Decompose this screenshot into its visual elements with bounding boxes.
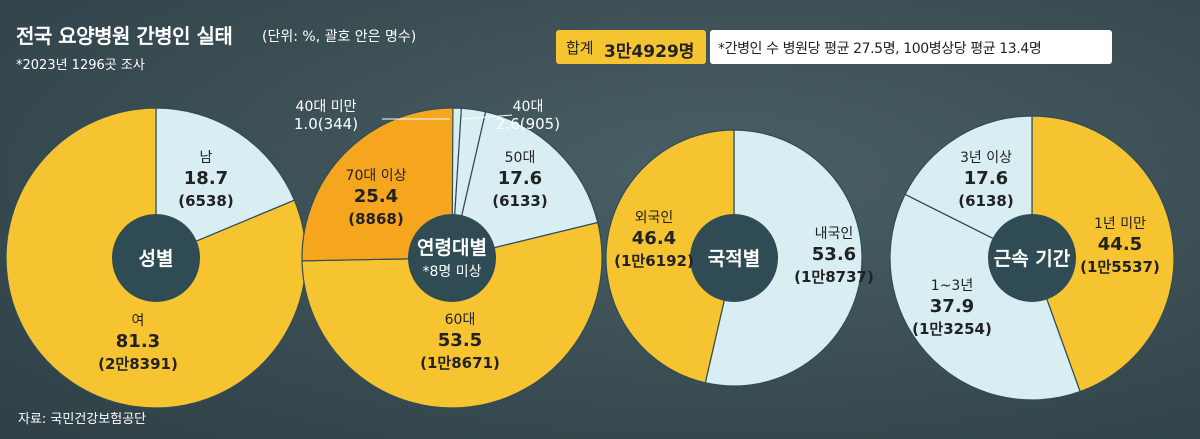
survey-note: *2023년 1296곳 조사 (16, 58, 145, 73)
pie-center-title: 근속 기간 (994, 248, 1071, 270)
slice-count: (6138) (958, 192, 1013, 210)
slice-count: (1만5537) (1080, 258, 1160, 276)
pie-center-subtitle: *8명 미상 (423, 264, 482, 280)
leader-line (461, 114, 513, 120)
slice-count: (1만8737) (794, 268, 874, 286)
unit-note: (단위: %, 괄호 안은 명수) (262, 29, 417, 45)
slice-label: 1~3년 (931, 278, 973, 294)
pie-slice (605, 129, 735, 384)
pie-slice (704, 129, 863, 387)
total-label: 합계 (566, 39, 594, 57)
slice-value: 53.6 (812, 244, 856, 265)
slice-label: 여 (132, 313, 145, 329)
pie-slice (301, 221, 603, 409)
slice-value: 18.7 (184, 168, 228, 189)
average-note-box: *간병인 수 병원당 평균 27.5명, 100병상당 평균 13.4명 (710, 30, 1112, 64)
source-note: 자료: 국민건강보험공단 (18, 412, 147, 427)
slice-count: (1만8671) (420, 354, 500, 372)
pie-slice (1031, 115, 1175, 393)
slice-label: 1년 미만 (1094, 216, 1146, 232)
slice-label: 70대 이상 (346, 168, 407, 184)
total-value: 3만4929명 (604, 42, 695, 62)
pie-chart-4: 근속 기간 1년 미만 44.5 (1만5537) 1~3년 37.9 (1만3254) 3년… (889, 115, 1175, 401)
slice-count: (6133) (492, 192, 547, 210)
pie-center-title: 성별 (139, 248, 174, 270)
slice-count: (8868) (348, 210, 403, 228)
pie-slice (889, 193, 1081, 401)
slice-count: (1만6192) (614, 252, 694, 270)
slice-value: 25.4 (354, 186, 398, 207)
pie-center (408, 214, 496, 302)
slice-label: 내국인 (815, 226, 854, 242)
slice-count: (1만3254) (912, 320, 992, 338)
page-title: 전국 요양병원 간병인 실태 (16, 24, 233, 48)
slice-value: 53.5 (438, 330, 482, 351)
slice-count: (6538) (178, 192, 233, 210)
slice-value: 17.6 (498, 168, 542, 189)
slice-count: (2만8391) (98, 355, 178, 373)
slice-label: 40대 미만 (296, 99, 357, 115)
pie-center (112, 214, 200, 302)
slice-label: 3년 이상 (960, 150, 1012, 166)
pie-slice (904, 115, 1033, 259)
average-note: *간병인 수 병원당 평균 27.5명, 100병상당 평균 13.4명 (718, 41, 1042, 57)
total-badge: 합계 3만4929명 (556, 30, 706, 64)
pie-center-title: 국적별 (708, 248, 760, 270)
pie-center (988, 214, 1076, 302)
pie-slice (155, 107, 296, 259)
slice-value: 1.0(344) (294, 115, 358, 133)
pie-center-title: 연령대별 (417, 237, 487, 259)
slice-label: 40대 (513, 99, 544, 115)
slice-value: 2.6(905) (496, 115, 560, 133)
pie-slice (5, 107, 307, 409)
slice-value: 17.6 (964, 168, 1008, 189)
pie-chart-3: 국적별 내국인 53.6 (1만8737) 외국인 46.4 (1만6192) (605, 129, 874, 387)
slice-label: 외국인 (635, 210, 674, 226)
pie-chart-1: 성별 남 18.7 (6538) 여 81.3 (2만8391) (5, 107, 307, 409)
pie-center (690, 214, 778, 302)
slice-value: 44.5 (1098, 234, 1142, 255)
slice-value: 46.4 (632, 228, 676, 249)
slice-value: 37.9 (930, 296, 974, 317)
slice-value: 81.3 (116, 331, 160, 352)
pie-slice (301, 107, 454, 262)
slice-label: 60대 (445, 312, 476, 328)
slice-label: 남 (200, 150, 213, 166)
slice-label: 50대 (505, 150, 536, 166)
